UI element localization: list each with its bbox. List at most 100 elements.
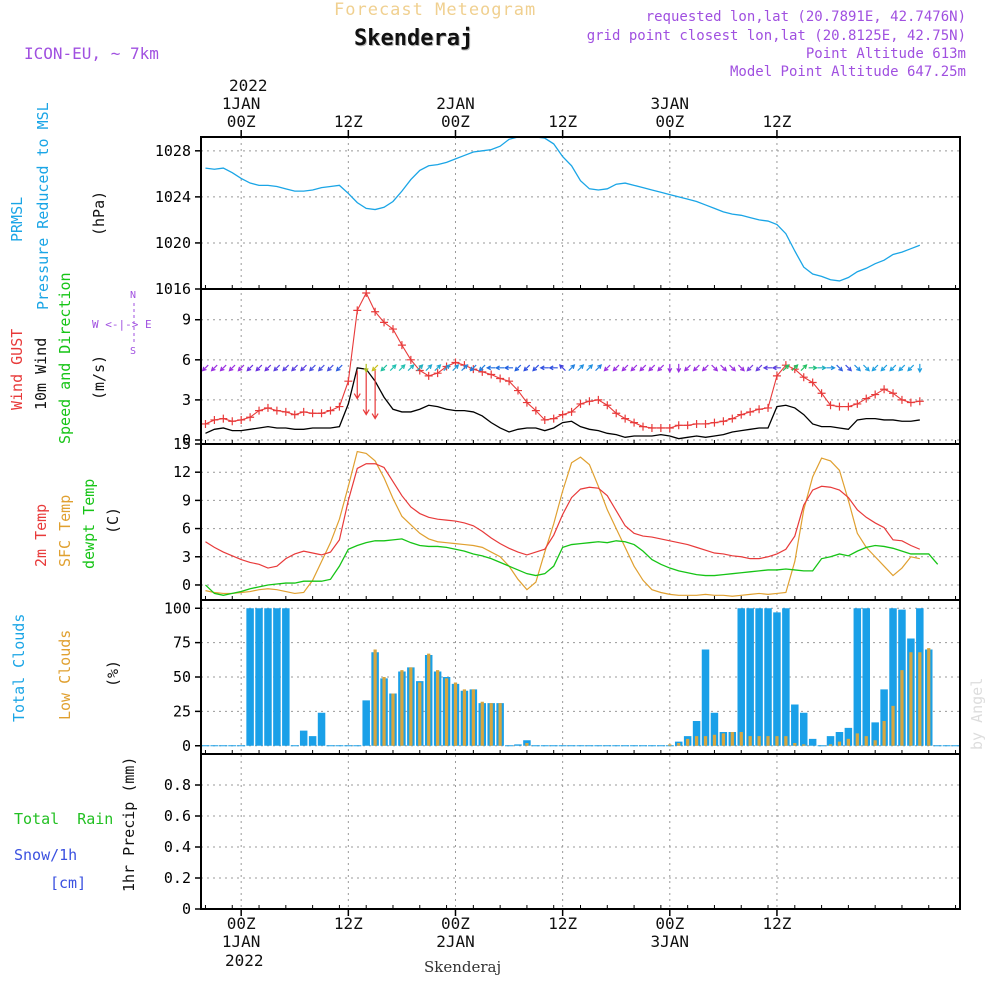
low-cloud-bar [427,653,431,746]
total-cloud-bar [264,608,272,746]
gust-point [388,325,397,334]
wind-direction-arrow [300,364,307,372]
wind-direction-arrow [219,364,227,372]
low-cloud-bar [891,705,895,746]
wind-direction-arrow [889,364,897,372]
gust-point [639,422,648,431]
top-hour-label: 00Z [655,112,685,131]
low-cloud-bar [382,677,386,746]
gust-point [630,418,639,427]
total-cloud-bar [317,712,326,746]
wind-direction-arrow [335,364,343,372]
total-cloud-bar [308,736,317,746]
wind-direction-arrow [603,364,611,372]
gust-point [612,409,621,418]
wind-direction-arrow [612,364,620,372]
total-cloud-bar [844,727,853,746]
gust-point [656,423,665,432]
total-cloud-bar [799,712,808,746]
wind-direction-arrow [639,364,647,372]
total-cloud-bar [862,608,870,746]
low-cloud-bar [846,738,850,746]
total-cloud-bar [737,608,745,746]
wind-direction-arrow [683,364,691,372]
gust-point [880,385,889,394]
gust-point [755,405,764,414]
clouds-unit: (%) [104,659,122,687]
low-cloud-bar [802,744,806,746]
gust-point [799,373,808,382]
y-tick-label: 0 [182,737,191,755]
bottom-hour-label: 12Z [333,914,363,933]
gust-point [299,407,308,416]
panel-frame [200,288,961,445]
top-year-label: 2022 [229,76,268,95]
gust-point [246,413,255,422]
gust-point [558,410,567,419]
wind-direction-arrow [568,364,576,372]
bottom-year-label: 2022 [225,951,264,970]
low-cloud-bar [909,652,913,746]
gust-point [219,414,228,423]
wind-direction-arrow [595,364,603,372]
gust-point [862,394,871,403]
wind-gust-label: Wind GUST [8,328,26,410]
pressure-unit: (hPa) [90,190,108,236]
low-cloud-bar [721,733,725,746]
snow-unit-label: [cm] [50,874,87,892]
gust-point [272,406,281,415]
wind-direction-arrow [539,365,549,371]
wind-direction-arrow [836,364,844,372]
total-clouds-label: Total Clouds [10,613,28,722]
total-cloud-bar [826,736,835,746]
compass-s: S [130,346,137,357]
wind-direction-arrow [738,364,745,372]
total-cloud-bar [246,608,254,746]
low-cloud-bar [462,689,467,746]
gust-point [380,318,389,327]
wind-direction-arrow [201,364,209,372]
wind-direction-arrow [461,364,469,372]
wind-direction-arrow [755,364,763,372]
low-cloud-bar [668,744,672,746]
wind-direction-arrow [210,364,218,372]
pressure-series-line [205,136,921,282]
bottom-date-label: 3JAN [650,932,690,951]
gust-point [647,423,656,432]
low-cloud-bar [748,736,752,746]
wind-direction-arrow [389,364,397,372]
gust-point [505,377,514,386]
low-cloud-bar [453,682,458,746]
y-tick-label: 15 [173,435,191,453]
wind-direction-arrow [782,364,790,372]
y-tick-label: 0.8 [164,776,191,794]
top-date-label: 2JAN [436,94,475,113]
gust-point [871,390,880,399]
wind-direction-arrow [676,363,682,374]
wind-direction-arrow [228,364,236,372]
y-tick-label: 0 [182,431,191,449]
y-tick-label: 1016 [155,280,191,298]
total-cloud-bar [782,608,790,746]
low-cloud-bar [900,670,904,746]
gust-point [362,289,371,298]
wind-direction-arrow [478,364,486,372]
wind-direction-arrow [657,364,665,372]
low-cloud-bar [694,736,699,746]
gust-drop-arrow [362,370,370,416]
wind-direction-arrow [917,363,923,374]
total-cloud-bar [835,732,844,746]
y-tick-label: 6 [182,520,191,538]
wind-direction-arrow [621,364,629,372]
wind-direction-arrow [503,365,514,371]
low-cloud-bar [855,733,859,746]
gust-point [210,415,219,424]
gust-point [710,418,719,427]
top-hour-label: 12Z [762,112,792,131]
gust-point [915,397,924,406]
gust-point [424,371,433,380]
y-tick-label: 0 [182,900,191,918]
bottom-hour-label: 12Z [548,914,578,933]
requested-coords: requested lon,lat (20.7891E, 42.7476N) [645,9,966,25]
